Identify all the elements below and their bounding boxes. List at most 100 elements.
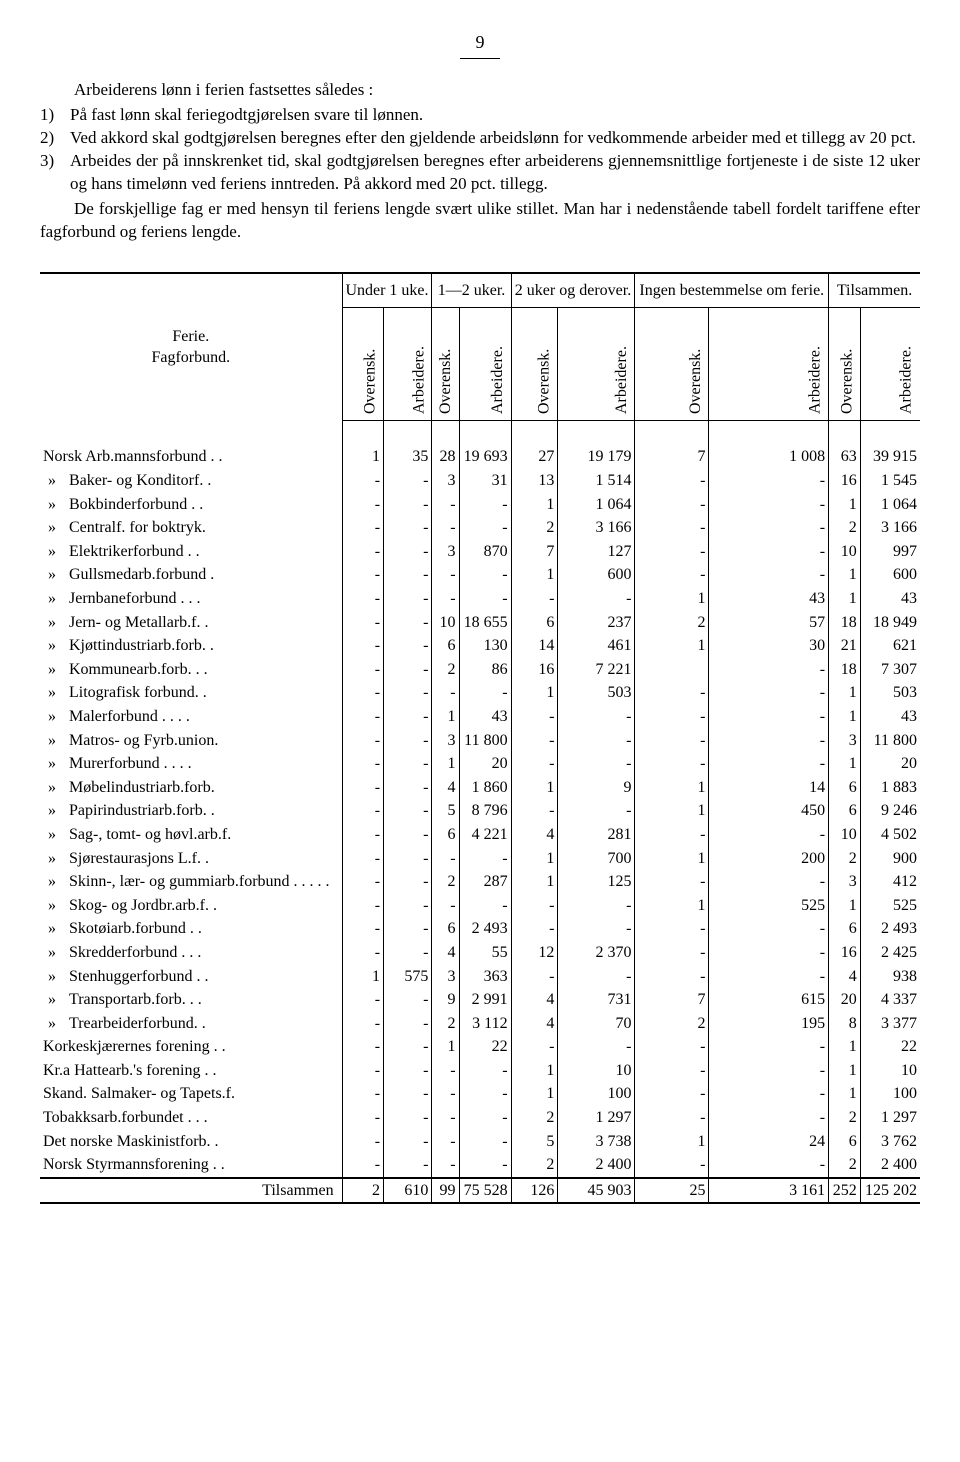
cell: 6	[432, 634, 459, 658]
row-label: Skand. Salmaker- og Tapets.f.	[40, 1082, 342, 1106]
cell: 1	[511, 870, 558, 894]
cell: -	[342, 658, 383, 682]
cell: -	[384, 1153, 432, 1178]
table-row: » Skredderforbund . . .--455122 370--162…	[40, 941, 920, 965]
cell: -	[558, 729, 635, 753]
cell: 600	[860, 563, 920, 587]
cell: 4 221	[459, 823, 511, 847]
cell: -	[635, 1035, 709, 1059]
cell: -	[511, 705, 558, 729]
cell: 1	[635, 799, 709, 823]
row-label: » Skredderforbund . . .	[40, 941, 342, 965]
row-label: Norsk Arb.mannsforbund . .	[40, 445, 342, 469]
cell: -	[432, 587, 459, 611]
cell: -	[384, 847, 432, 871]
cell: 3	[432, 469, 459, 493]
table-row: » Kjøttindustriarb.forb. .--613014461130…	[40, 634, 920, 658]
cell: 4 337	[860, 988, 920, 1012]
cell: 2 370	[558, 941, 635, 965]
table-row: » Gullsmedarb.forbund .----1600--1600	[40, 563, 920, 587]
cell: -	[342, 870, 383, 894]
cell: 4	[511, 988, 558, 1012]
cell: -	[342, 469, 383, 493]
cell: 1	[635, 634, 709, 658]
table-row: » Møbelindustriarb.forb.--41 8601911461 …	[40, 776, 920, 800]
table-row: Korkeskjærernes forening . .--122----122	[40, 1035, 920, 1059]
table-row: » Jernbaneforbund . . .------143143	[40, 587, 920, 611]
cell: 2	[432, 870, 459, 894]
cell: -	[384, 799, 432, 823]
cell: -	[384, 634, 432, 658]
cell: -	[384, 681, 432, 705]
row-label: » Matros- og Fyrb.union.	[40, 729, 342, 753]
cell: 31	[459, 469, 511, 493]
cell: 1	[635, 587, 709, 611]
cell: 3	[829, 729, 861, 753]
row-label: » Bokbinderforbund . .	[40, 493, 342, 517]
cell: 1	[829, 493, 861, 517]
cell: 870	[459, 540, 511, 564]
cell: -	[342, 634, 383, 658]
cell: 28	[432, 445, 459, 469]
cell: -	[342, 1012, 383, 1036]
cell: 7 221	[558, 658, 635, 682]
sub-arb-3: Arbeidere.	[558, 308, 635, 421]
cell: 525	[860, 894, 920, 918]
cell: 1 514	[558, 469, 635, 493]
cell: 503	[558, 681, 635, 705]
cell: -	[342, 917, 383, 941]
cell: 412	[860, 870, 920, 894]
row-label: » Papirindustriarb.forb. .	[40, 799, 342, 823]
cell: -	[459, 894, 511, 918]
cell: 2	[829, 516, 861, 540]
cell: -	[511, 965, 558, 989]
list-num-2: 2)	[40, 127, 70, 150]
cell: 2	[829, 1153, 861, 1178]
cell: -	[342, 847, 383, 871]
cell: 1 545	[860, 469, 920, 493]
cell: -	[558, 752, 635, 776]
cell: -	[342, 941, 383, 965]
totals-cell: 125 202	[860, 1178, 920, 1204]
totals-cell: 3 161	[709, 1178, 829, 1204]
cell: 127	[558, 540, 635, 564]
cell: -	[342, 988, 383, 1012]
cell: -	[384, 587, 432, 611]
cell: 8 796	[459, 799, 511, 823]
cell: -	[459, 516, 511, 540]
table-row: » Litografisk forbund. .----1503--1503	[40, 681, 920, 705]
cell: 3 166	[860, 516, 920, 540]
cell: -	[342, 894, 383, 918]
cell: -	[709, 965, 829, 989]
cell: -	[709, 469, 829, 493]
table-row: » Skotøiarb.forbund . .--62 493----62 49…	[40, 917, 920, 941]
cell: 1	[829, 1059, 861, 1083]
cell: -	[558, 894, 635, 918]
row-label: » Sjørestaurasjons L.f. .	[40, 847, 342, 871]
cell: -	[635, 1059, 709, 1083]
cell: -	[384, 493, 432, 517]
cell: -	[342, 705, 383, 729]
cell: -	[384, 988, 432, 1012]
table-row: » Centralf. for boktryk.----23 166--23 1…	[40, 516, 920, 540]
cell: 18	[829, 611, 861, 635]
cell: 7	[635, 445, 709, 469]
cell: -	[432, 1106, 459, 1130]
cell: 4	[432, 776, 459, 800]
cell: -	[342, 681, 383, 705]
table-row: » Papirindustriarb.forb. .--58 796--1450…	[40, 799, 920, 823]
cell: 281	[558, 823, 635, 847]
cell: 6	[511, 611, 558, 635]
cell: 5	[432, 799, 459, 823]
cell: 30	[709, 634, 829, 658]
row-label: Korkeskjærernes forening . .	[40, 1035, 342, 1059]
cell: 22	[459, 1035, 511, 1059]
row-label: » Stenhuggerforbund . .	[40, 965, 342, 989]
cell: -	[384, 776, 432, 800]
cell: 20	[860, 752, 920, 776]
cell: 39 915	[860, 445, 920, 469]
cell: -	[709, 493, 829, 517]
totals-cell: 252	[829, 1178, 861, 1204]
cell: -	[709, 705, 829, 729]
totals-row: Tilsammen26109975 52812645 903253 161252…	[40, 1178, 920, 1204]
